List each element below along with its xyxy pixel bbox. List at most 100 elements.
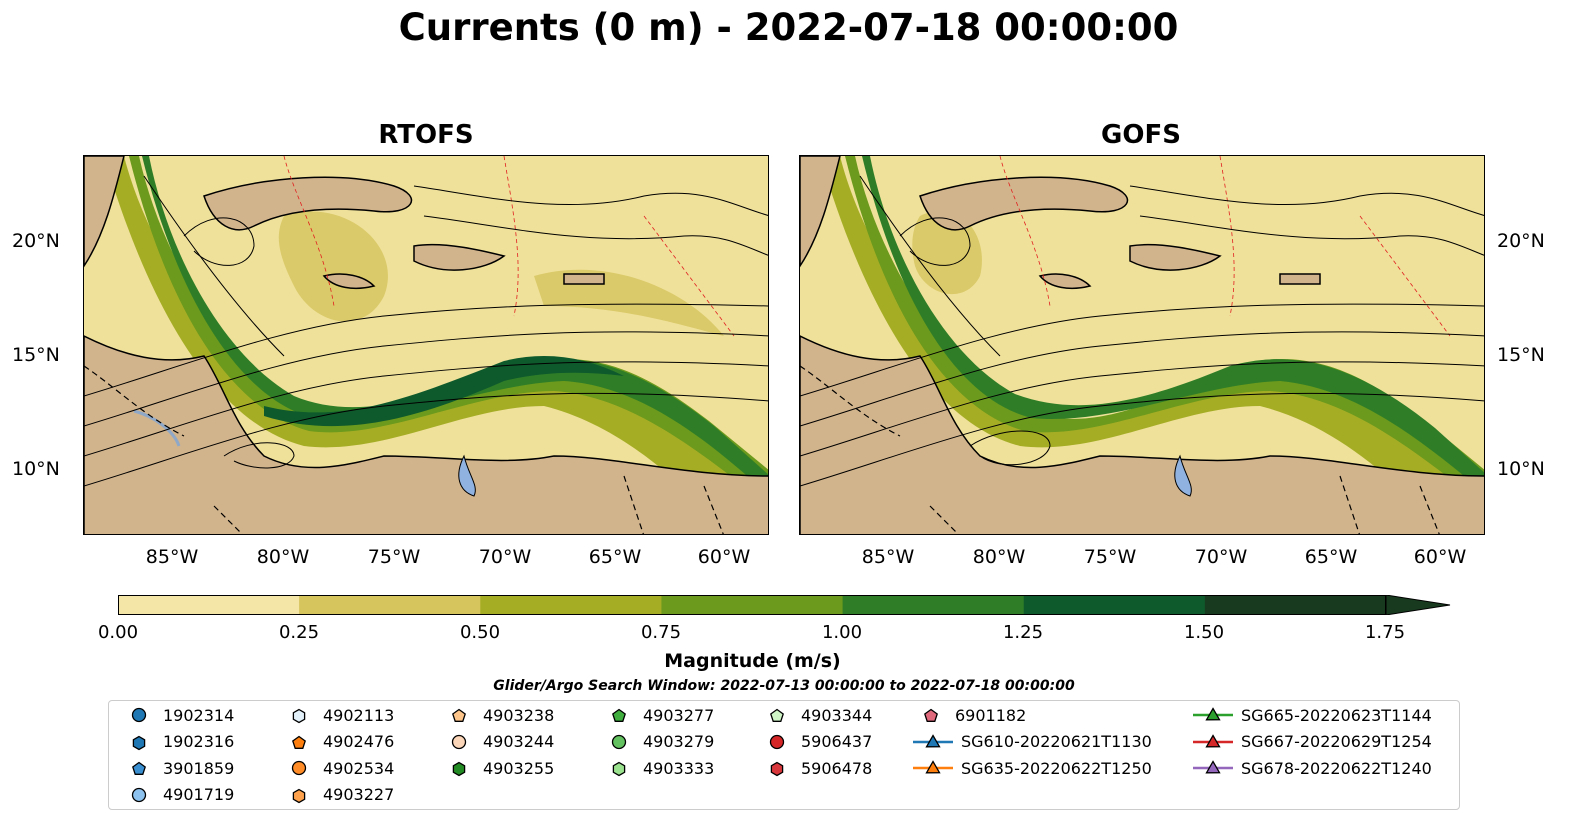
legend-item: 1902316	[117, 730, 234, 754]
triangle-marker-icon	[1193, 733, 1233, 747]
colorbar-tick-4: 1.00	[821, 622, 863, 643]
lon-label-60w-left: 60°W	[697, 546, 751, 568]
panel-title-gofs: GOFS	[1101, 120, 1181, 150]
legend-item-label: 4902113	[323, 705, 395, 725]
legend-item-label: 4903227	[323, 785, 395, 804]
legend-item: SG678-20220622T1240	[1189, 756, 1432, 780]
legend-item-label: 4903244	[483, 732, 555, 751]
panel-title-rtofs: RTOFS	[378, 120, 474, 150]
pentagon-marker-icon	[924, 708, 938, 722]
colorbar-tick-1: 0.25	[278, 622, 320, 643]
colorbar-segment	[661, 595, 844, 615]
legend-item: 4903344	[755, 703, 872, 727]
legend-item-label: 4903279	[643, 732, 715, 751]
legend-item: 4902534	[277, 756, 394, 780]
legend-item: 4902476	[277, 730, 394, 754]
hexagon-marker-icon	[292, 788, 306, 803]
lat-label-10n-right: 10°N	[1497, 458, 1545, 480]
pentagon-marker-icon	[612, 708, 626, 722]
lon-label-70w-right: 70°W	[1194, 546, 1248, 568]
colorbar-segment	[118, 595, 300, 615]
legend-item: 1902314	[117, 703, 234, 727]
legend-item: SG665-20220623T1144	[1189, 703, 1432, 727]
triangle-marker-icon	[1193, 760, 1233, 774]
colorbar-tick-7: 1.75	[1364, 622, 1406, 643]
triangle-marker-icon	[913, 760, 953, 774]
legend-item: 4903279	[597, 730, 714, 754]
lat-label-20n-left: 20°N	[12, 230, 60, 252]
colorbar-tick-3: 0.75	[640, 622, 682, 643]
colorbar-tick-0: 0.00	[97, 622, 139, 643]
legend-item-label: SG678-20220622T1240	[1241, 758, 1432, 778]
currents-map-rtofs	[84, 156, 768, 534]
legend-item-label: 5906478	[801, 758, 873, 778]
hexagon-marker-icon	[132, 735, 146, 750]
lon-label-85w-left: 85°W	[145, 546, 199, 568]
legend-item-label: 4903255	[483, 758, 555, 778]
search-window-caption: Glider/Argo Search Window: 2022-07-13 00…	[493, 678, 1075, 694]
colorbar-label: Magnitude (m/s)	[664, 650, 841, 672]
circle-marker-icon	[611, 734, 627, 749]
circle-marker-icon	[769, 734, 785, 749]
colorbar-segment	[1204, 595, 1387, 615]
legend-item-label: 6901182	[955, 705, 1027, 725]
circle-marker-icon	[451, 734, 467, 749]
legend-item: 4901719	[117, 783, 234, 807]
hexagon-marker-icon	[452, 761, 466, 777]
figure-title: Currents (0 m) - 2022-07-18 00:00:00	[398, 6, 1179, 49]
legend: 1902314 1902316 3901859 4901719 4902113 49024…	[108, 700, 1460, 810]
map-panel-gofs	[799, 155, 1485, 535]
legend-item-label: 4902476	[323, 732, 395, 751]
legend-item: SG667-20220629T1254	[1189, 730, 1432, 754]
lon-label-75w-left: 75°W	[367, 546, 421, 568]
legend-item-label: 4903333	[643, 758, 715, 778]
map-panel-rtofs	[83, 155, 769, 535]
legend-item: 4903238	[437, 703, 554, 727]
lon-label-80w-right: 80°W	[972, 546, 1026, 568]
triangle-marker-icon	[1193, 707, 1233, 721]
lon-label-70w-left: 70°W	[478, 546, 532, 568]
lon-label-80w-left: 80°W	[256, 546, 310, 568]
legend-item-label: 4903277	[643, 705, 715, 725]
hexagon-marker-icon	[770, 761, 784, 777]
legend-item: 4903277	[597, 703, 714, 727]
lon-label-60w-right: 60°W	[1413, 546, 1467, 568]
circle-marker-icon	[131, 787, 147, 802]
legend-item-label: 4903238	[483, 705, 555, 725]
legend-item-label: 3901859	[163, 758, 235, 778]
hexagon-marker-icon	[612, 761, 626, 777]
colorbar-segment	[842, 595, 1025, 615]
circle-marker-icon	[131, 707, 147, 723]
legend-item-label: SG610-20220621T1130	[961, 732, 1152, 751]
legend-item-label: 1902316	[163, 732, 235, 751]
lon-label-65w-right: 65°W	[1304, 546, 1358, 568]
legend-item-label: 4902534	[323, 758, 395, 778]
legend-item: SG610-20220621T1130	[909, 730, 1152, 754]
pentagon-marker-icon	[292, 735, 306, 749]
colorbar-tick-6: 1.50	[1183, 622, 1225, 643]
lat-label-15n-left: 15°N	[12, 344, 60, 366]
lat-label-20n-right: 20°N	[1497, 230, 1545, 252]
legend-item-label: SG665-20220623T1144	[1241, 705, 1432, 725]
legend-item: 6901182	[909, 703, 1026, 727]
circle-marker-icon	[291, 760, 307, 776]
legend-item: 3901859	[117, 756, 234, 780]
lat-label-10n-left: 10°N	[12, 458, 60, 480]
triangle-marker-icon	[913, 733, 953, 747]
legend-item-label: SG635-20220622T1250	[961, 758, 1152, 778]
pentagon-marker-icon	[132, 761, 146, 775]
colorbar-tick-2: 0.50	[459, 622, 501, 643]
legend-item: 4903227	[277, 783, 394, 807]
legend-item-label: SG667-20220629T1254	[1241, 732, 1432, 751]
lat-label-15n-right: 15°N	[1497, 344, 1545, 366]
legend-item-label: 4901719	[163, 785, 235, 804]
legend-item: 4902113	[277, 703, 394, 727]
legend-item-label: 1902314	[163, 705, 235, 725]
colorbar	[118, 595, 1451, 615]
lon-label-75w-right: 75°W	[1083, 546, 1137, 568]
pentagon-marker-icon	[452, 708, 466, 722]
colorbar-segment	[480, 595, 662, 615]
legend-item: 5906437	[755, 730, 872, 754]
legend-item-label: 4903344	[801, 705, 873, 725]
lon-label-85w-right: 85°W	[861, 546, 915, 568]
